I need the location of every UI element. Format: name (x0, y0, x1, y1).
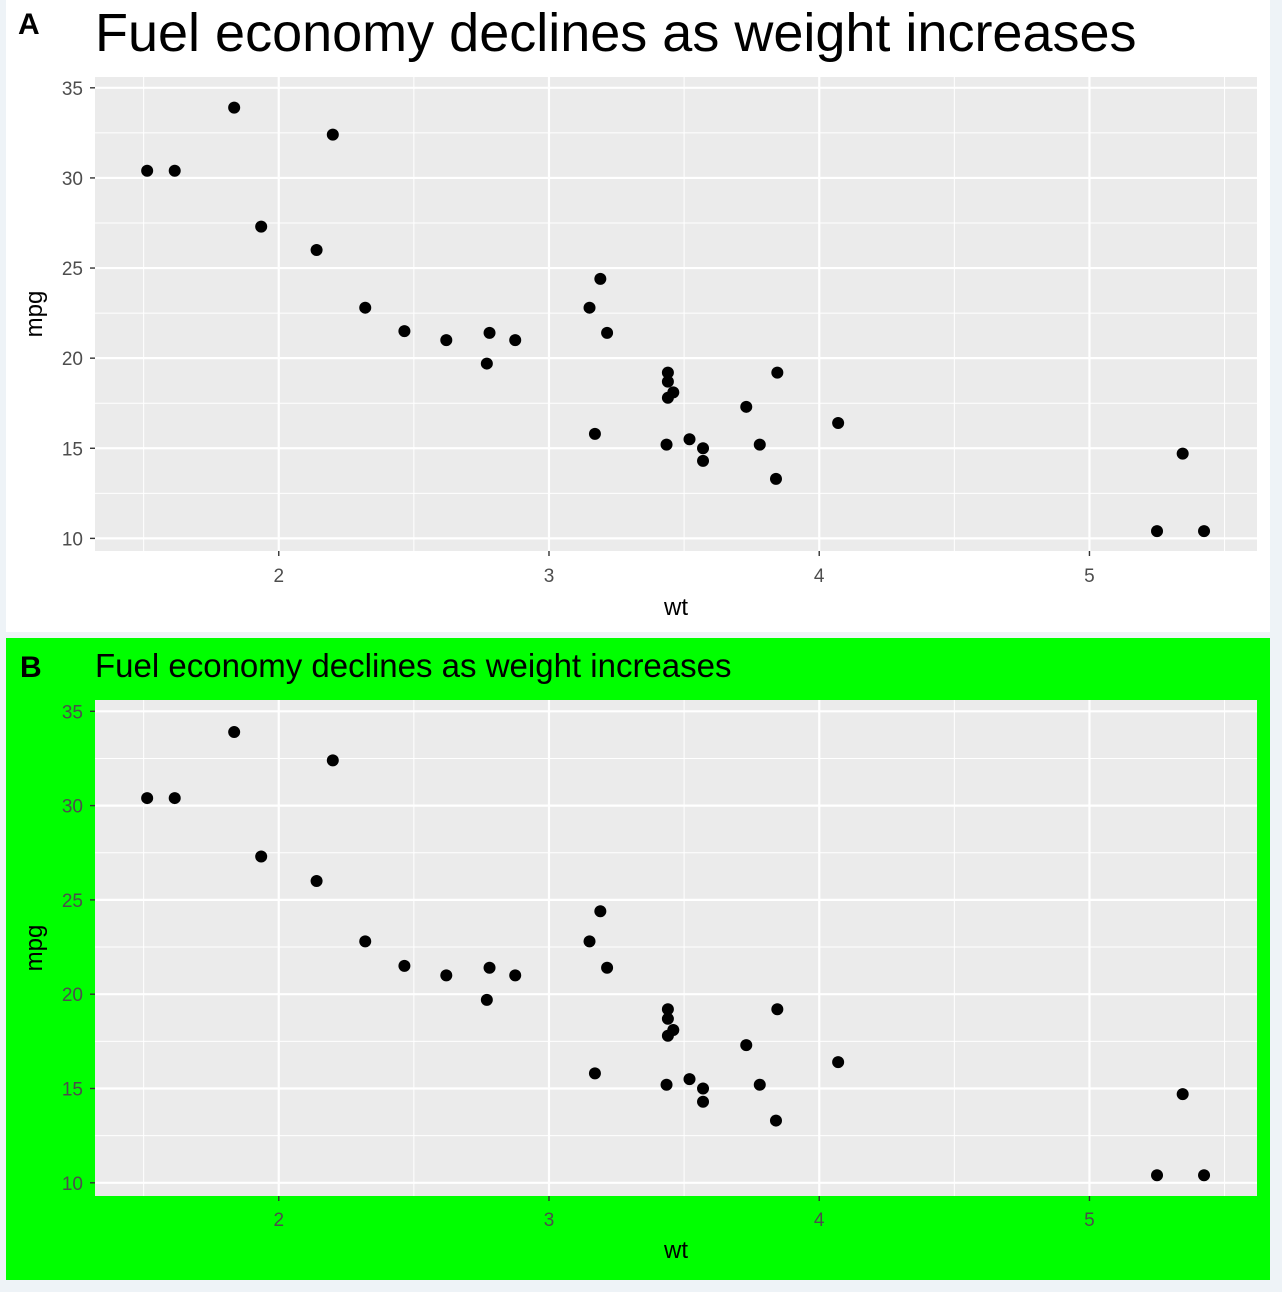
panel-a-data-point (168, 164, 181, 177)
panel-b: 2 3 4 5 10 15 20 25 30 35 wt mpg Fuel economy declin… (6, 638, 1270, 1280)
panel-b-data-point (601, 961, 614, 974)
panel-a-data-point (753, 438, 766, 451)
panel-a-x-tick-label: 2 (273, 566, 284, 587)
panel-b-data-point (1176, 1088, 1189, 1101)
panel-a-data-point (771, 366, 784, 379)
panel-b-data-point (310, 875, 323, 888)
panel-b-data-point (832, 1056, 845, 1069)
panel-b-data-point (661, 1012, 674, 1025)
panel-b-data-point (440, 969, 453, 982)
panel-b-x-tick-label: 3 (544, 1210, 555, 1231)
panel-a-data-point (583, 301, 596, 314)
panel-a-data-point (1151, 525, 1164, 538)
panel-b-x-tick-label: 4 (814, 1210, 825, 1231)
panel-b-data-point (683, 1073, 696, 1086)
panel-a-y-tick-label: 25 (62, 259, 83, 280)
panel-b-tag: B (20, 651, 42, 684)
panel-a-data-point (326, 128, 339, 141)
panel-b-data-point (661, 1003, 674, 1016)
panel-b-data-point (594, 905, 607, 918)
panel-b-title: Fuel economy declines as weight increase… (95, 647, 732, 684)
panel-a: 2 3 4 5 10 15 20 25 30 35 wt mpg Fuel economy declin… (6, 0, 1270, 632)
panel-a-data-point (594, 272, 607, 285)
panel-a-data-point (1198, 525, 1211, 538)
panel-a-x-axis-title: wt (663, 594, 688, 621)
panel-a-data-point (588, 427, 601, 440)
panel-a-data-point (141, 164, 154, 177)
panel-b-x-axis-title: wt (663, 1237, 688, 1264)
panel-b-x-tick-label: 2 (273, 1210, 284, 1231)
panel-a-data-point (740, 400, 753, 413)
panel-a-data-point (697, 442, 710, 455)
panel-a-data-point (480, 357, 493, 370)
panel-a-y-tick-label: 10 (62, 529, 83, 550)
panel-a-y-axis-title: mpg (21, 291, 48, 338)
panel-a-x-tick-label: 5 (1084, 566, 1095, 587)
panel-a-title: Fuel economy declines as weight increase… (95, 3, 1137, 63)
panel-b-data-point (228, 726, 241, 739)
panel-b-data-point (168, 792, 181, 805)
panel-b-data-point (740, 1039, 753, 1052)
panel-a-data-point (359, 301, 372, 314)
panel-a-data-point (398, 325, 411, 338)
panel-b-data-point (398, 959, 411, 972)
panel-a-tag: A (18, 8, 40, 41)
panel-b-y-tick-label: 15 (62, 1080, 83, 1101)
panel-b-y-tick-label: 10 (62, 1174, 83, 1195)
panel-a-data-point (661, 366, 674, 379)
panel-a-y-tick-label: 30 (62, 169, 83, 190)
panel-b-y-tick-label: 35 (62, 702, 83, 723)
panel-b-y-tick-label: 30 (62, 797, 83, 818)
panel-b-data-point (480, 993, 493, 1006)
panel-b-data-point (359, 935, 372, 948)
panel-a-data-point (697, 454, 710, 467)
panel-a-data-point (769, 472, 782, 485)
panel-b-data-point (753, 1078, 766, 1091)
panel-a-data-point (1176, 447, 1189, 460)
panel-a-data-point (660, 438, 673, 451)
panel-a-x-tick-label: 4 (814, 566, 825, 587)
panel-b-data-point (1198, 1169, 1211, 1182)
panel-a-y-tick-label: 35 (62, 79, 83, 100)
panel-b-panel-background (95, 700, 1257, 1196)
panel-b-data-point (771, 1003, 784, 1016)
panel-a-y-tick-label: 15 (62, 439, 83, 460)
panel-a-data-point (832, 417, 845, 430)
panel-b-data-point (255, 850, 268, 863)
panel-b-y-tick-label: 20 (62, 985, 83, 1006)
panel-b-data-point (588, 1067, 601, 1080)
panel-b-data-point (509, 969, 522, 982)
panel-a-data-point (483, 326, 496, 339)
panel-a-data-point (310, 244, 323, 257)
panel-b-data-point (1151, 1169, 1164, 1182)
panel-b-data-point (661, 1029, 674, 1042)
panel-a-data-point (683, 433, 696, 446)
panel-b-data-point (141, 792, 154, 805)
panel-a-data-point (255, 220, 268, 233)
panel-a-data-point (228, 101, 241, 114)
panel-b-data-point (583, 935, 596, 948)
panel-a-data-point (440, 334, 453, 347)
panel-a-y-tick-label: 20 (62, 349, 83, 370)
panel-a-data-point (661, 391, 674, 404)
panel-b-data-point (769, 1114, 782, 1127)
panel-b-y-tick-label: 25 (62, 891, 83, 912)
panel-a-data-point (509, 334, 522, 347)
panel-b-data-point (697, 1095, 710, 1108)
panel-a-data-point (661, 375, 674, 388)
panel-b-y-axis-title: mpg (21, 925, 48, 972)
panel-a-x-tick-label: 3 (544, 566, 555, 587)
panel-b-data-point (697, 1082, 710, 1095)
panel-a-panel-background (95, 77, 1257, 551)
panel-b-data-point (483, 961, 496, 974)
panel-b-data-point (660, 1078, 673, 1091)
panel-a-data-point (601, 326, 614, 339)
panel-b-x-tick-label: 5 (1084, 1210, 1095, 1231)
panel-b-data-point (326, 754, 339, 767)
